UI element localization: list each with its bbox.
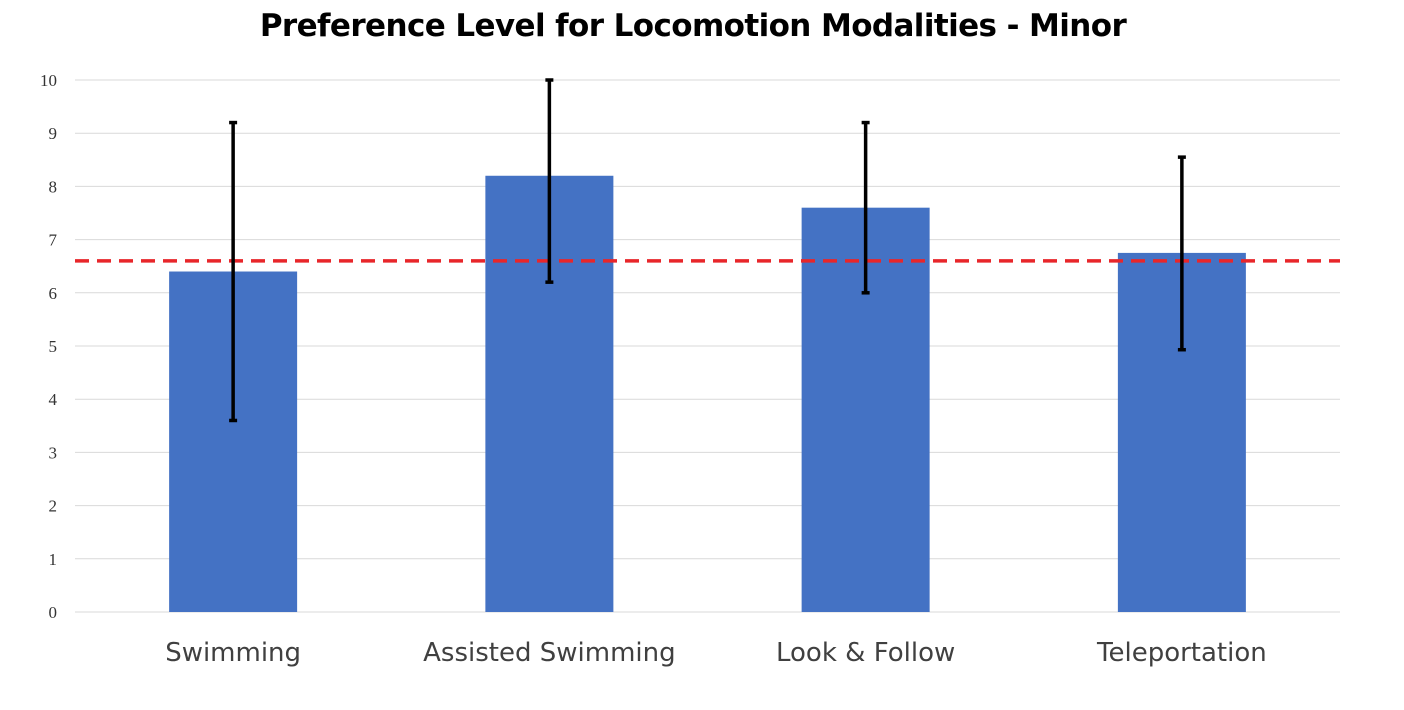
y-tick-label-7: 7 [49, 231, 58, 250]
error-bar-2 [861, 120, 870, 295]
y-tick-label-1: 1 [49, 550, 58, 569]
error-bar-1 [545, 78, 554, 284]
y-tick-label-10: 10 [40, 71, 57, 90]
error-bars [229, 78, 1186, 423]
y-tick-label-2: 2 [49, 497, 58, 516]
x-tick-label-3: Teleportation [1096, 638, 1267, 668]
y-tick-label-5: 5 [49, 337, 58, 356]
x-tick-label-0: Swimming [165, 638, 301, 668]
y-axis-ticks: 0 1 2 3 4 5 6 7 8 9 10 [40, 71, 58, 622]
error-bar-0 [229, 120, 238, 423]
x-tick-label-1: Assisted Swimming [423, 638, 675, 668]
x-axis-ticks: Swimming Assisted Swimming Look & Follow Te… [165, 638, 1267, 668]
bars [169, 175, 1246, 612]
y-tick-label-8: 8 [49, 177, 58, 196]
error-bar-3 [1177, 155, 1186, 352]
y-tick-label-3: 3 [49, 443, 58, 462]
y-tick-label-9: 9 [49, 124, 58, 143]
chart-title: Preference Level for Locomotion Modaliti… [259, 8, 1127, 44]
y-tick-label-4: 4 [49, 390, 58, 409]
y-tick-label-0: 0 [49, 603, 58, 622]
x-tick-label-2: Look & Follow [776, 638, 955, 668]
y-tick-label-6: 6 [49, 284, 58, 303]
